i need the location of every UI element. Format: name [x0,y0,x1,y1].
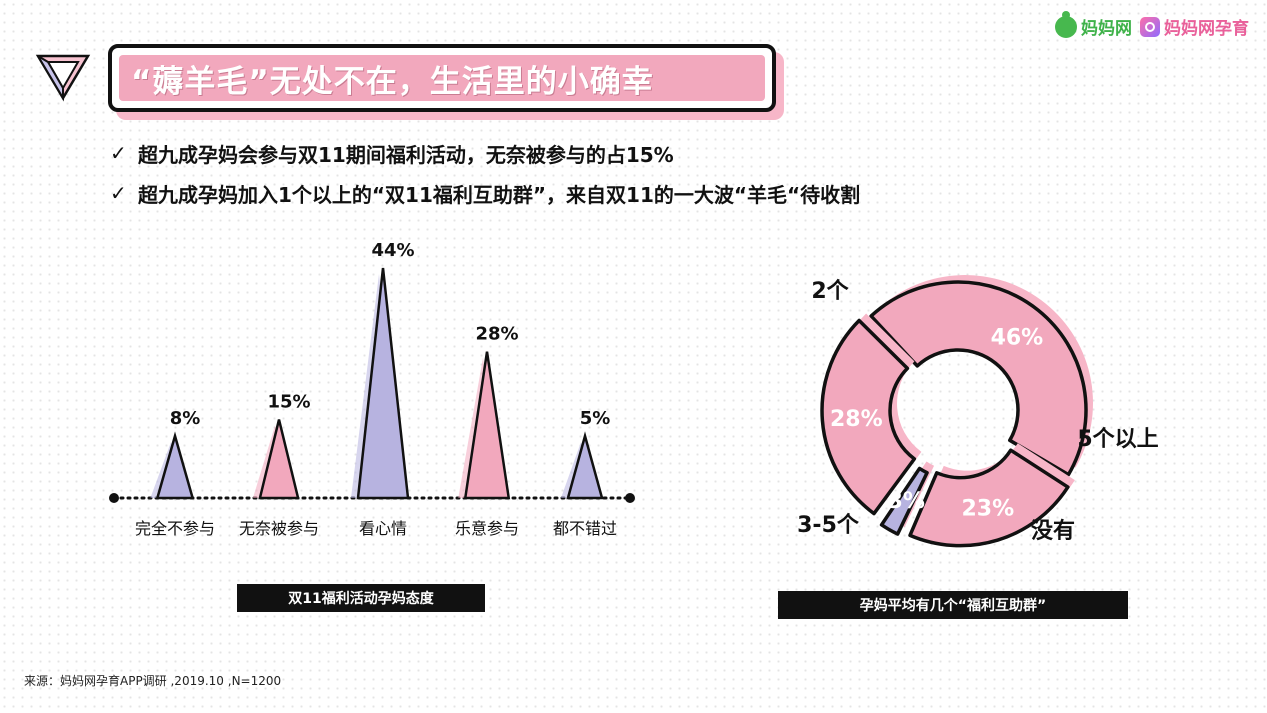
donut-chart-title: 孕妈平均有几个“福利互助群” [778,591,1128,619]
donut-slice [908,448,1070,548]
bar-value-label: 28% [475,324,518,345]
slice-value-label: 46% [991,326,1044,351]
bar-triangle [356,267,410,500]
yunyu-logo-icon [1140,16,1160,37]
check-icon: ✓ [110,181,127,205]
bar-triangle [463,351,511,500]
finding-item: ✓ 超九成孕妈加入1个以上的“双11福利互助群”，来自双11的一大波“羊毛“待收… [110,176,860,210]
brand-name-1: 妈妈网 [1081,19,1132,39]
slice-value-label: 3% [888,489,925,514]
bar-value-label: 8% [170,408,201,429]
axis-end-dot [109,493,119,503]
key-findings: ✓ 超九成孕妈会参与双11期间福利活动，无奈被参与的占15% ✓ 超九成孕妈加入… [110,136,860,216]
bar-value-label: 5% [580,408,611,429]
finding-text: 超九成孕妈加入1个以上的“双11福利互助群”，来自双11的一大波“羊毛“待收割 [138,182,861,207]
bar-triangle [155,431,195,500]
page-title: “薅羊毛”无处不在，生活里的小确幸 [119,55,765,101]
slice-category-label: 5个以上 [1077,427,1158,452]
donut-slice [820,318,917,516]
category-label: 乐意参与 [455,519,519,538]
bar-triangle [566,431,604,500]
slice-category-label: 2个 [811,279,849,304]
bar-triangle [258,419,300,500]
brand-name-2: 妈妈网孕育 [1164,19,1249,39]
bar-value-label: 15% [267,392,310,413]
slice-category-label: 3-5个 [797,513,860,538]
slice-value-label: 28% [830,407,883,432]
category-label: 看心情 [359,519,407,538]
brand-mamawang-yunyu: 妈妈网孕育 [1140,14,1249,39]
category-label: 都不错过 [553,519,617,538]
mamawang-logo-icon [1055,10,1077,38]
source-note: 来源：妈妈网孕育APP调研 ,2019.10 ,N=1200 [24,674,282,688]
category-label: 完全不参与 [135,519,215,538]
donut-slice [879,466,929,536]
axis-end-dot [625,493,635,503]
donut-slice [869,280,1088,477]
finding-item: ✓ 超九成孕妈会参与双11期间福利活动，无奈被参与的占15% [110,136,860,170]
slice-value-label: 23% [961,497,1014,522]
bar-value-label: 44% [371,240,414,261]
slice-category-label: 没有 [1031,518,1075,544]
check-icon: ✓ [110,141,127,165]
attitude-chart-title: 双11福利活动孕妈态度 [237,584,485,612]
logo-triangle-icon [35,54,91,102]
finding-text: 超九成孕妈会参与双11期间福利活动，无奈被参与的占15% [138,142,674,167]
title-banner: “薅羊毛”无处不在，生活里的小确幸 [108,44,784,120]
brand-mamawang: 妈妈网 [1055,10,1132,39]
brand-logos: 妈妈网 妈妈网孕育 [1055,10,1249,39]
category-label: 无奈被参与 [239,519,319,538]
